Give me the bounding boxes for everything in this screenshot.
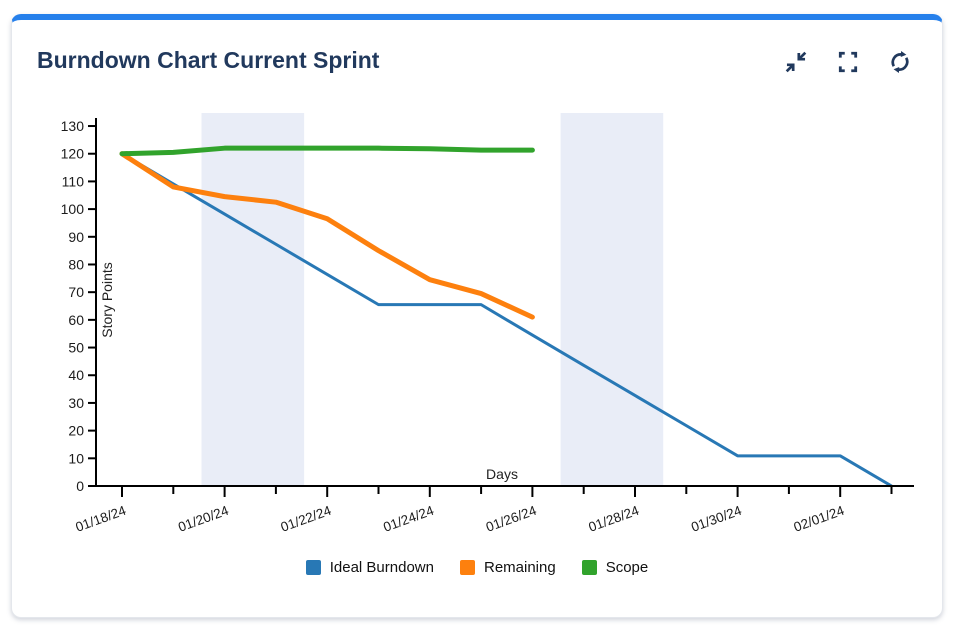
legend-label: Ideal Burndown — [329, 559, 434, 576]
y-tick-label: 90 — [68, 229, 84, 245]
weekend-band — [201, 113, 305, 486]
fullscreen-icon — [835, 49, 861, 75]
legend-label: Scope — [605, 559, 649, 576]
y-tick-label: 130 — [61, 118, 85, 134]
burndown-chart-canvas[interactable]: 0 10 20 30 40 50 60 70 80 90 100 110 120 130 01/18/24 0… — [29, 98, 939, 550]
card-header: Burndown Chart Current Sprint — [12, 20, 942, 76]
y-tick-label: 110 — [62, 173, 85, 189]
chart-series — [119, 145, 893, 488]
fullscreen-button[interactable] — [834, 48, 862, 76]
legend-swatch — [305, 560, 321, 575]
chart-legend: Ideal Burndown Remaining Scope — [12, 559, 942, 576]
y-tick-label: 50 — [68, 340, 84, 356]
y-tick-label: 30 — [68, 395, 84, 411]
series-line-remaining — [119, 151, 535, 320]
y-tick-label: 20 — [68, 423, 84, 439]
refresh-icon — [887, 49, 913, 75]
legend-item-ideal-burndown[interactable]: Ideal Burndown — [305, 559, 434, 576]
y-tick-label: 10 — [68, 450, 84, 466]
x-tick-label: 01/20/24 — [176, 503, 231, 535]
x-tick-label: 01/22/24 — [279, 503, 334, 535]
chart-area: 0 10 20 30 40 50 60 70 80 90 100 110 120 130 01/18/24 0… — [29, 98, 942, 555]
y-tick-label: 120 — [61, 146, 85, 162]
x-tick-label: 01/26/24 — [484, 503, 539, 535]
y-tick-label: 100 — [61, 201, 85, 217]
y-tick-label: 40 — [68, 367, 84, 383]
x-tick-label: 01/24/24 — [381, 503, 436, 535]
compress-arrows-icon — [783, 49, 809, 75]
x-tick-label: 01/28/24 — [587, 503, 642, 535]
legend-swatch — [581, 560, 597, 575]
weekend-band — [560, 113, 664, 486]
y-tick-label: 60 — [68, 312, 84, 328]
y-tick-label: 70 — [68, 284, 84, 300]
widget-toolbar — [782, 45, 914, 76]
refresh-button[interactable] — [886, 48, 914, 76]
legend-swatch — [459, 560, 475, 575]
legend-item-scope[interactable]: Scope — [581, 559, 649, 576]
legend-item-remaining[interactable]: Remaining — [459, 559, 556, 576]
x-tick-label: 01/30/24 — [689, 503, 744, 535]
x-axis-label: Days — [486, 466, 518, 482]
y-tick-label: 80 — [68, 256, 84, 272]
y-axis-label: Story Points — [99, 262, 115, 337]
weekend-bands — [201, 113, 664, 486]
burndown-widget-card: Burndown Chart Current Sprint — [11, 14, 943, 618]
x-tick-label: 01/18/24 — [74, 503, 129, 535]
legend-label: Remaining — [483, 559, 556, 576]
x-tick-label: 02/01/24 — [792, 503, 847, 535]
series-line-scope — [119, 145, 535, 157]
page-title: Burndown Chart Current Sprint — [37, 47, 380, 73]
y-tick-label: 0 — [76, 478, 84, 494]
collapse-button[interactable] — [782, 48, 810, 76]
series-line-ideal-burndown — [120, 152, 893, 488]
